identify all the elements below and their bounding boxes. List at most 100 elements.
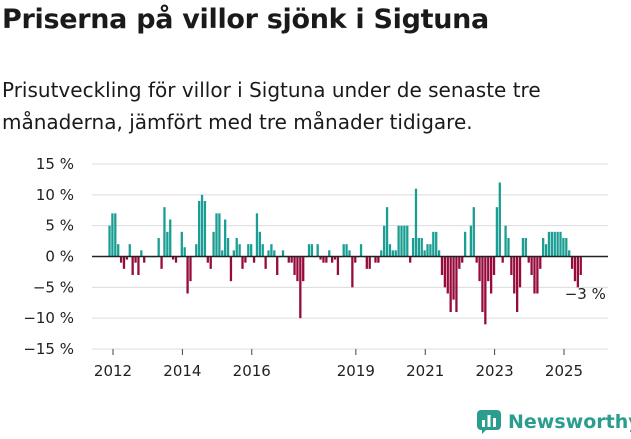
- x-tick-label: 2014: [163, 362, 201, 380]
- bar: [510, 256, 513, 275]
- bar: [250, 244, 253, 257]
- bar: [299, 256, 302, 319]
- bar: [143, 256, 146, 263]
- bar: [328, 250, 331, 257]
- bar: [492, 256, 496, 275]
- bar: [391, 250, 394, 257]
- x-tick-label: 2012: [94, 362, 132, 380]
- bar: [140, 250, 143, 257]
- bar: [570, 256, 574, 269]
- y-tick-label: 5 %: [45, 217, 74, 235]
- bar: [359, 244, 363, 257]
- bar: [203, 201, 207, 257]
- bar: [267, 250, 270, 257]
- bar: [255, 213, 259, 257]
- bar: [495, 207, 499, 257]
- bar: [455, 256, 458, 312]
- bar: [498, 182, 501, 257]
- bar: [475, 256, 478, 263]
- x-axis-labels: 2012 2014 2016 2019 2021 2023 2025: [94, 349, 583, 380]
- bar: [400, 225, 403, 257]
- bar: [513, 256, 516, 294]
- x-tick-label: 2023: [476, 362, 514, 380]
- bar: [224, 219, 227, 257]
- bar: [559, 231, 562, 257]
- bar: [330, 256, 334, 263]
- bar: [423, 250, 426, 257]
- bar: [195, 244, 198, 257]
- bar: [449, 256, 452, 312]
- bar: [215, 213, 218, 257]
- bar: [553, 231, 556, 257]
- bar: [163, 207, 166, 257]
- newsworthy-logo[interactable]: Newsworthy: [476, 408, 631, 436]
- bar: [414, 188, 418, 257]
- bar: [212, 231, 215, 257]
- bar: [209, 256, 212, 269]
- bar: [573, 256, 577, 282]
- bar: [542, 238, 545, 257]
- bar: [241, 256, 244, 269]
- bar: [397, 225, 400, 257]
- x-tick-label: 2019: [337, 362, 375, 380]
- bar: [128, 244, 131, 257]
- bar: [368, 256, 371, 269]
- bar: [232, 250, 235, 257]
- bar: [287, 256, 290, 263]
- bar: [342, 244, 345, 257]
- bar: [547, 231, 551, 257]
- y-tick-label: −10 %: [23, 309, 74, 327]
- bar: [171, 256, 175, 260]
- bar: [530, 256, 533, 275]
- bar: [440, 256, 444, 275]
- bar: [169, 219, 172, 257]
- bar: [550, 231, 553, 257]
- bar: [137, 256, 140, 275]
- y-tick-label: −15 %: [23, 340, 74, 358]
- bar: [221, 250, 224, 257]
- bar: [461, 256, 464, 263]
- bar: [281, 250, 285, 257]
- bar: [354, 256, 357, 263]
- bar: [579, 256, 582, 275]
- bar: [489, 256, 493, 294]
- bar: [226, 238, 230, 257]
- bar: [487, 256, 490, 282]
- bar: [252, 256, 256, 263]
- bar: [533, 256, 536, 294]
- bar: [518, 256, 522, 288]
- bar: [229, 256, 233, 282]
- bar: [189, 256, 192, 282]
- bar: [114, 213, 117, 257]
- bar: [180, 231, 183, 257]
- bar: [293, 256, 296, 275]
- bar: [377, 256, 380, 263]
- bar: [452, 256, 455, 300]
- bar: [108, 225, 111, 257]
- bar: [174, 256, 178, 263]
- bar: [238, 244, 241, 257]
- bar: [383, 225, 386, 257]
- bar: [469, 225, 473, 257]
- bar: [539, 256, 542, 269]
- bar: [206, 256, 209, 263]
- x-tick-label: 2021: [406, 362, 444, 380]
- bar: [556, 231, 559, 257]
- y-tick-label: 15 %: [36, 155, 74, 173]
- bar: [186, 256, 189, 294]
- bar: [484, 256, 487, 325]
- bar: [296, 256, 299, 282]
- bar: [333, 256, 337, 260]
- bar: [198, 201, 201, 257]
- bar: [516, 256, 519, 312]
- y-tick-label: 0 %: [45, 248, 74, 266]
- bars: [108, 182, 582, 325]
- bar: [443, 256, 447, 288]
- bar: [417, 238, 421, 257]
- bar: [380, 250, 383, 257]
- newsworthy-icon: [477, 410, 501, 434]
- bar: [336, 256, 340, 275]
- bar: [244, 256, 247, 263]
- bar: [521, 238, 525, 257]
- bar: [458, 256, 461, 269]
